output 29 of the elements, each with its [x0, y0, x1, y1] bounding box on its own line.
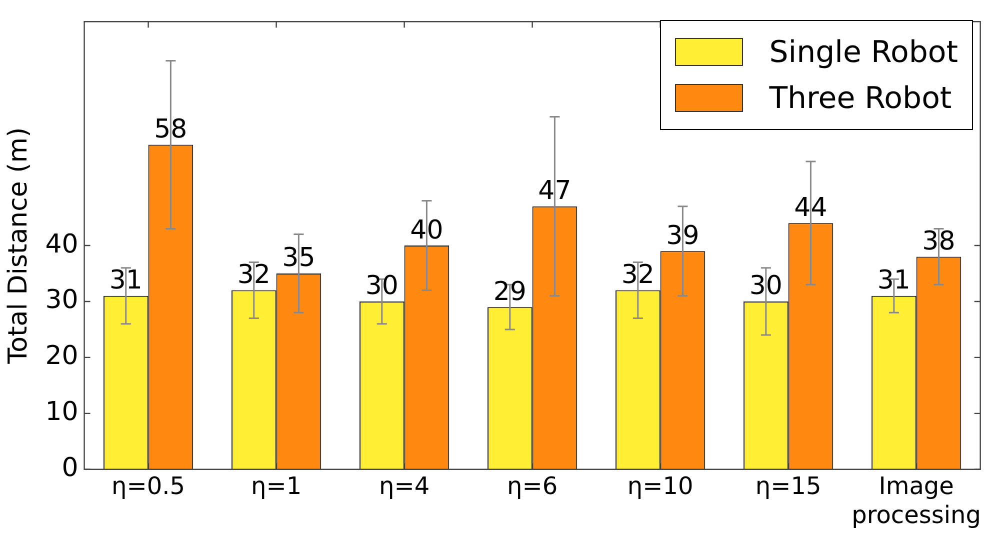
x-tick-label: η=4 — [379, 472, 430, 500]
data-label: 40 — [410, 215, 444, 246]
data-label: 58 — [154, 114, 188, 144]
legend-label: Three Robot — [769, 80, 952, 116]
y-tick-label: 40 — [45, 229, 78, 260]
data-label: 29 — [493, 276, 526, 307]
data-label: 30 — [749, 271, 782, 302]
x-tick-label: Image processing — [852, 472, 981, 529]
x-tick-label: η=0.5 — [112, 472, 186, 500]
legend-label: Single Robot — [769, 34, 958, 70]
y-tick-label: 10 — [45, 397, 78, 428]
data-label: 31 — [109, 266, 142, 296]
y-axis-title: Total Distance (m) — [3, 127, 34, 365]
data-label: 39 — [666, 220, 700, 251]
y-tick-label: 20 — [45, 341, 78, 372]
data-label: 32 — [237, 260, 270, 290]
x-tick-label: η=6 — [507, 472, 558, 500]
data-label: 38 — [922, 226, 956, 256]
data-label: 32 — [621, 260, 654, 290]
data-label: 30 — [365, 271, 398, 302]
x-tick-label: η=15 — [755, 472, 822, 500]
data-label: 31 — [877, 266, 910, 296]
y-tick-label: 30 — [45, 285, 78, 316]
data-label: 44 — [794, 192, 828, 223]
x-tick-label: η=10 — [627, 472, 694, 500]
data-label: 47 — [538, 176, 572, 206]
data-label: 35 — [282, 243, 316, 274]
y-tick-label: 0 — [62, 453, 78, 484]
x-tick-label: η=1 — [251, 472, 302, 500]
